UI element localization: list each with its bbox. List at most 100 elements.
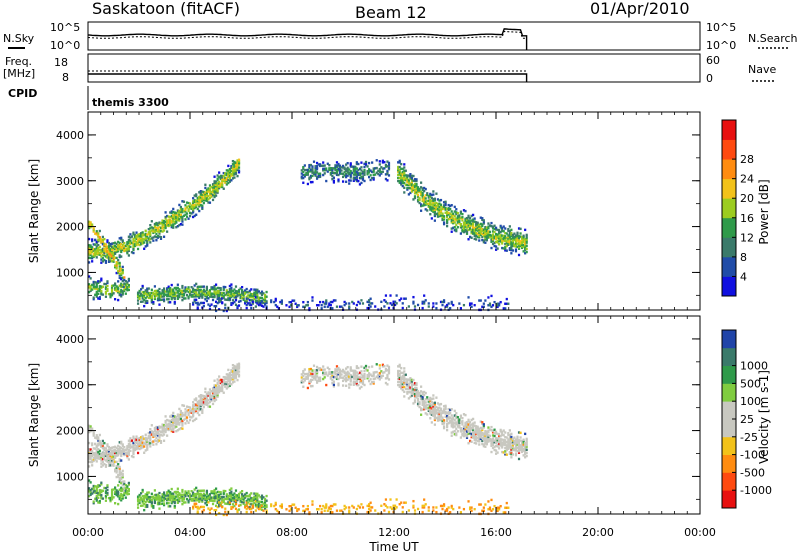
- velocity-pixel: [335, 372, 339, 376]
- power-pixel: [352, 165, 355, 168]
- velocity-pixel: [120, 486, 123, 490]
- velocity-pixel: [262, 502, 265, 505]
- velocity-pixel: [291, 503, 294, 506]
- power-pixel: [106, 253, 109, 256]
- velocity-pixel: [403, 367, 406, 370]
- power-pixel: [138, 294, 141, 297]
- velocity-pixel: [193, 418, 196, 422]
- velocity-pixel: [465, 420, 469, 424]
- power-pixel: [140, 233, 143, 237]
- velocity-pixel: [213, 488, 216, 492]
- power-pixel: [319, 175, 322, 179]
- power-pixel: [522, 239, 525, 242]
- velocity-pixel: [198, 402, 201, 406]
- power-pixel: [433, 211, 436, 215]
- power-pixel: [494, 226, 498, 230]
- power-pixel: [141, 242, 144, 245]
- power-pixel: [424, 194, 427, 197]
- velocity-pixel: [383, 371, 386, 374]
- power-pixel: [398, 179, 401, 183]
- power-pixel: [170, 293, 173, 296]
- velocity-pixel: [416, 391, 420, 395]
- power-pixel: [166, 294, 169, 298]
- power-pixel: [352, 176, 355, 179]
- power-pixel: [89, 245, 92, 249]
- power-pixel: [179, 215, 182, 218]
- power-pixel: [224, 173, 227, 177]
- velocity-pixel: [416, 402, 420, 405]
- power-pixel: [182, 294, 186, 297]
- velocity-pixel: [360, 365, 363, 368]
- velocity-pixel: [192, 415, 195, 418]
- velocity-pixel: [136, 506, 140, 509]
- power-pixel: [315, 171, 319, 174]
- power-pixel: [335, 164, 339, 167]
- power-pixel: [176, 291, 179, 294]
- power-pixel: [112, 258, 115, 262]
- power-pixel: [152, 300, 155, 304]
- velocity-pixel: [456, 425, 459, 428]
- power-pixel: [436, 212, 440, 215]
- velocity-pixel: [416, 394, 420, 398]
- velocity-pixel: [135, 444, 138, 448]
- velocity-pixel: [213, 399, 216, 403]
- velocity-pixel: [114, 468, 117, 471]
- velocity-pixel: [413, 392, 417, 396]
- power-pixel: [225, 180, 228, 183]
- power-pixel: [227, 294, 230, 297]
- power-pixel: [234, 298, 238, 302]
- velocity-pixel: [239, 497, 242, 501]
- velocity-pixel: [123, 493, 126, 497]
- power-pixel: [187, 208, 190, 211]
- power-pixel: [230, 172, 233, 176]
- power-pixel: [101, 285, 104, 289]
- velocity-pixel: [149, 431, 152, 434]
- power-pixel: [315, 168, 319, 171]
- power-pixel: [524, 247, 527, 250]
- velocity-pixel: [270, 503, 273, 506]
- power-pixel: [236, 160, 239, 164]
- velocity-pixel: [118, 447, 121, 450]
- power-pixel: [98, 285, 101, 288]
- power-pixel: [416, 189, 420, 192]
- power-pixel: [141, 294, 144, 297]
- power-pixel: [256, 302, 259, 305]
- power-pixel: [227, 297, 230, 300]
- velocity-pixel: [380, 504, 383, 508]
- power-pixel: [146, 293, 149, 297]
- power-pixel: [92, 282, 95, 285]
- velocity-pixel: [464, 424, 467, 428]
- power-pixel: [231, 294, 235, 297]
- power-pixel: [149, 238, 152, 241]
- power-pixel: [214, 191, 218, 194]
- velocity-pixel: [449, 421, 452, 424]
- velocity-pixel: [435, 510, 438, 514]
- power-pixel: [164, 293, 167, 296]
- power-pixel: [195, 201, 198, 204]
- power-pixel: [511, 235, 515, 238]
- power-pixel: [172, 223, 175, 226]
- power-pixel: [184, 204, 187, 207]
- velocity-pixel: [455, 427, 458, 431]
- power-pixel: [239, 295, 242, 298]
- velocity-pixel: [118, 448, 121, 452]
- velocity-pixel: [89, 457, 92, 461]
- power-pixel: [98, 239, 101, 242]
- power-pixel: [233, 160, 236, 164]
- power-pixel: [305, 171, 308, 175]
- power-pixel: [519, 244, 522, 248]
- power-pixel: [485, 228, 488, 231]
- power-pixel: [378, 167, 381, 171]
- velocity-pixel: [231, 371, 235, 375]
- velocity-pixel: [459, 427, 462, 430]
- power-pixel: [161, 222, 164, 225]
- power-pixel: [504, 249, 507, 252]
- power-pixel: [493, 237, 496, 240]
- power-pixel: [231, 169, 235, 172]
- power-pixel: [101, 235, 104, 239]
- power-pixel: [201, 294, 204, 298]
- power-pixel: [363, 173, 366, 176]
- power-pixel: [348, 302, 351, 305]
- power-pixel: [202, 304, 205, 308]
- power-pixel: [424, 201, 427, 205]
